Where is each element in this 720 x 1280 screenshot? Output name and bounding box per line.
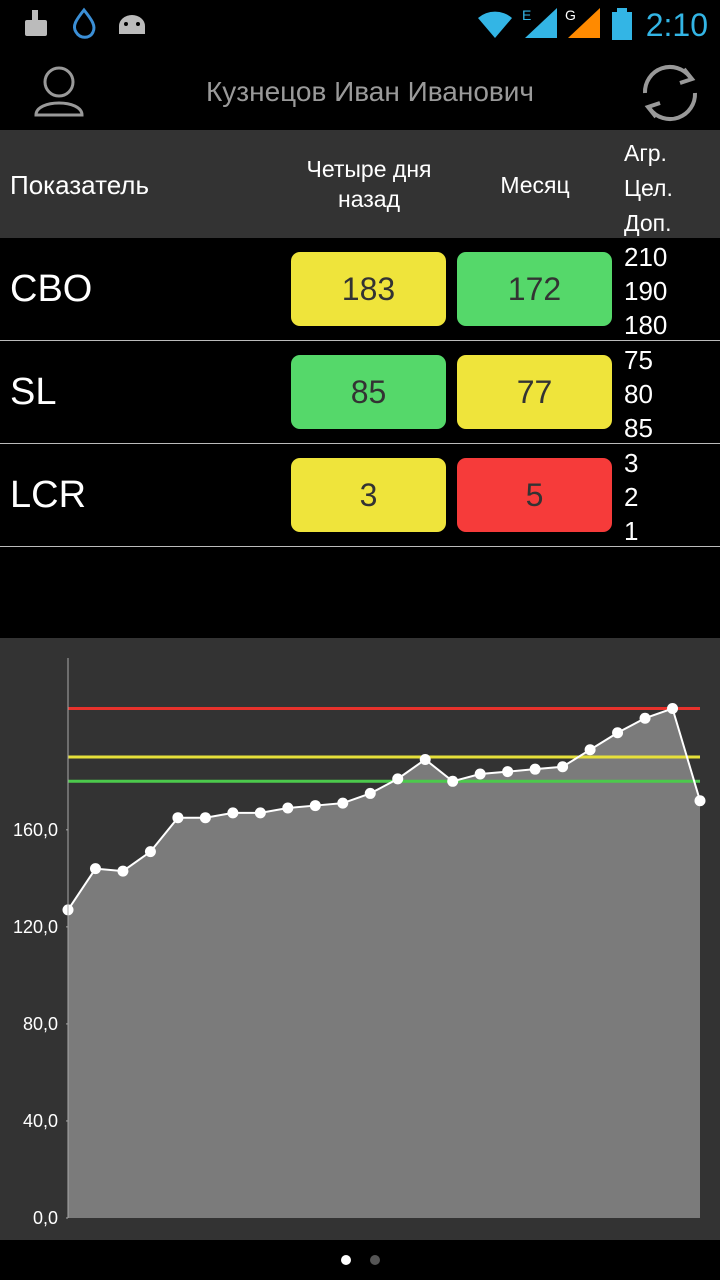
data-point	[282, 802, 294, 814]
thresholds: 3 2 1	[624, 446, 638, 548]
threshold-value: 80	[624, 379, 653, 409]
data-point	[144, 846, 156, 858]
column-header: Четыре дня назад	[306, 156, 432, 212]
y-tick-label: 40,0	[23, 1111, 58, 1131]
table-row: CBO 183 172 210 190 180	[0, 238, 720, 341]
network-type: E	[522, 7, 531, 23]
y-tick-label: 120,0	[13, 917, 58, 937]
row-name: LCR	[10, 474, 87, 516]
value-cell: 3	[291, 458, 446, 532]
column-header: Показатель	[10, 170, 150, 200]
data-point	[309, 800, 321, 812]
data-point	[584, 744, 596, 756]
data-point	[529, 763, 541, 775]
table-header: Показатель Четыре дня назад Месяц Агр. Це…	[0, 130, 720, 238]
data-point	[447, 775, 459, 787]
column-header: Месяц	[500, 172, 570, 198]
value-cell: 85	[291, 355, 446, 429]
threshold-value: 85	[624, 413, 653, 443]
status-icons	[25, 7, 632, 40]
y-tick-label: 80,0	[23, 1014, 58, 1034]
data-point	[694, 795, 706, 807]
threshold-value: 210	[624, 242, 668, 272]
data-point	[419, 753, 431, 765]
data-point	[172, 812, 184, 824]
data-point	[612, 727, 624, 739]
data-point	[199, 812, 211, 824]
data-point	[364, 787, 376, 799]
y-tick-label: 0,0	[33, 1208, 58, 1228]
page-dot[interactable]	[370, 1255, 380, 1265]
data-point	[254, 807, 266, 819]
data-point	[667, 703, 679, 715]
patient-name: Кузнецов Иван Иванович	[206, 76, 534, 107]
data-point	[474, 768, 486, 780]
threshold-labels: Агр. Цел. Доп.	[624, 136, 673, 241]
threshold-value: 180	[624, 310, 668, 340]
page-indicator	[341, 1255, 380, 1265]
threshold-value: 2	[624, 482, 639, 512]
data-point	[227, 807, 239, 819]
table-row: LCR 3 5 3 2 1	[0, 444, 720, 547]
page-dot[interactable]	[341, 1255, 351, 1265]
refresh-button[interactable]	[642, 64, 698, 122]
data-point	[89, 863, 101, 875]
row-name: SL	[10, 371, 57, 413]
thresholds: 75 80 85	[624, 343, 653, 445]
data-point	[392, 773, 404, 785]
network-type: G	[565, 7, 576, 23]
data-point	[639, 712, 651, 724]
data-point	[117, 865, 129, 877]
thresholds: 210 190 180	[624, 240, 667, 342]
value-cell: 172	[457, 252, 612, 326]
row-name: CBO	[10, 268, 93, 310]
profile-icon[interactable]	[34, 66, 84, 117]
title-bar: Кузнецов Иван Иванович	[34, 64, 698, 122]
data-point	[502, 766, 514, 778]
area-fill	[68, 708, 700, 1218]
threshold-label: Цел.	[624, 175, 673, 201]
threshold-value: 75	[624, 345, 653, 375]
threshold-label: Агр.	[624, 140, 667, 166]
threshold-value: 3	[624, 448, 639, 478]
clock: 2:10	[646, 7, 708, 43]
table-row: SL 85 77 75 80 85	[0, 341, 720, 444]
y-tick-label: 160,0	[13, 820, 58, 840]
data-point	[557, 761, 569, 773]
data-point	[337, 797, 349, 809]
value-cell: 5	[457, 458, 612, 532]
chart: 0,0 40,0 80,0 120,0 160,0	[0, 638, 720, 1240]
threshold-value: 1	[624, 516, 639, 546]
value-cell: 183	[291, 252, 446, 326]
threshold-label: Доп.	[624, 210, 672, 236]
value-cell: 77	[457, 355, 612, 429]
status-bar: E G 2:10	[25, 7, 708, 43]
threshold-value: 190	[624, 276, 668, 306]
